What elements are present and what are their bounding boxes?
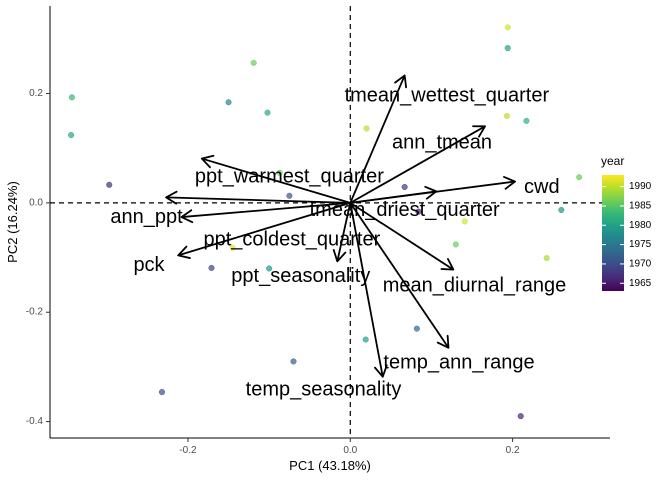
y-tick-label: 0.0 [29, 197, 43, 208]
loading-arrow-tmean-wettest-quarter [349, 74, 408, 204]
loading-arrow-shaft [349, 125, 486, 204]
loading-arrow-shaft [201, 157, 351, 204]
x-tick-label: 0.0 [343, 445, 357, 456]
data-point [401, 183, 408, 191]
x-axis-title: PC1 (43.18%) [289, 458, 371, 473]
loading-label-pck: pck [133, 254, 165, 276]
loading-label-ppt-warmest-quarter: ppt_warmest_quarter [195, 166, 384, 188]
loading-label-ppt-coldest-quarter: ppt_coldest_quarter [203, 228, 380, 250]
loading-label-ppt-seasonality: ppt_seasonality [231, 265, 370, 287]
loading-label-cwd: cwd [524, 176, 560, 198]
x-tick-label: -0.2 [179, 445, 197, 456]
loading-arrow-shaft [177, 201, 351, 257]
data-point [461, 218, 468, 225]
data-point [517, 413, 524, 420]
data-point [229, 244, 236, 251]
colorbar [602, 175, 624, 291]
loading-label-ann-ppt: ann_ppt [110, 206, 183, 228]
data-point [523, 117, 530, 124]
data-point [413, 325, 420, 332]
loading-arrow-shaft [349, 202, 450, 349]
legend-break-label: 1980 [629, 220, 652, 231]
y-axis-title: PC2 (16.24%) [5, 181, 20, 263]
loading-arrow-pck [177, 201, 351, 259]
loading-arrow-head [394, 74, 408, 89]
data-point [208, 264, 215, 271]
loading-arrow-shaft [166, 196, 351, 204]
data-point [290, 358, 297, 365]
data-point [504, 24, 511, 31]
loading-arrow-head [165, 190, 178, 205]
legend-title: year [601, 154, 624, 168]
loading-arrow-head [472, 125, 486, 138]
data-point [362, 336, 369, 343]
data-point [363, 125, 370, 132]
loading-arrow-temp-ann-range [349, 202, 450, 349]
loading-arrow-ppt-coldest-quarter [180, 201, 351, 224]
data-point [68, 94, 75, 101]
loading-label-tmean-driest-quarter: tmean_driest_quarter [310, 199, 500, 221]
data-point [225, 99, 232, 106]
data-point [576, 174, 583, 181]
data-point [452, 241, 459, 248]
data-point [543, 255, 550, 262]
loading-arrow-ppt-seasonality [332, 202, 352, 263]
loading-label-temp-seasonality: temp_seasonality [246, 378, 402, 400]
loading-arrow-shaft [181, 201, 351, 218]
legend-break-label: 1990 [629, 181, 652, 192]
y-tick-label: -0.4 [26, 416, 44, 427]
points-layer [68, 24, 583, 420]
x-tick-label: 0.2 [506, 445, 520, 456]
loading-vectors-layer [165, 74, 516, 378]
loading-arrow-head [374, 364, 388, 378]
loading-arrow-head [177, 245, 191, 259]
data-point [504, 45, 511, 52]
legend-break-label: 1970 [629, 258, 652, 269]
legend-break-label: 1975 [629, 239, 652, 250]
loading-label-temp-ann-range: temp_ann_range [383, 352, 534, 374]
loading-arrow-temp-seasonality [349, 202, 388, 378]
year-legend: year 1965 1970 1975 1980 1985 1990 [601, 154, 652, 291]
loading-arrow-shaft [350, 190, 437, 204]
axes-layer: -0.2 0.0 0.2 -0.4 -0.2 0.0 0.2 PC1 (43.18%) PC2 … [5, 6, 610, 473]
data-point [503, 112, 510, 119]
y-tick-label: -0.2 [26, 307, 44, 318]
loading-label-tmean-wettest-quarter: tmean_wettest_quarter [345, 85, 550, 107]
loading-arrow-tmean-driest-quarter [350, 185, 438, 204]
data-point [276, 169, 283, 176]
legend-break-label: 1985 [629, 200, 652, 211]
data-point [68, 132, 75, 139]
loading-arrow-shaft [349, 202, 454, 271]
y-tick-label: 0.2 [29, 88, 43, 99]
loading-arrow-ann-tmean [349, 125, 486, 204]
loading-arrow-head [440, 257, 455, 271]
data-point [415, 208, 422, 215]
data-point [286, 192, 293, 199]
data-point [558, 206, 565, 214]
loading-arrow-head [436, 334, 450, 349]
data-point [266, 265, 273, 272]
loading-arrow-head [332, 249, 347, 263]
loading-arrow-head [424, 185, 438, 200]
loading-arrow-shaft [336, 202, 352, 262]
loading-arrow-mean-diurnal-range [349, 202, 455, 271]
loading-arrow-ppt-warmest-quarter [200, 154, 351, 204]
loading-arrow-shaft [349, 202, 384, 377]
data-point [250, 59, 257, 66]
legend-break-label: 1965 [629, 278, 652, 289]
loading-label-ann-tmean: ann_tmean [392, 132, 492, 154]
loading-label-mean-diurnal-range: mean_diurnal_range [383, 274, 566, 296]
loading-arrow-ann-ppt [165, 190, 351, 205]
data-point [158, 389, 166, 396]
loading-arrow-shaft [349, 75, 406, 204]
data-point [106, 181, 113, 188]
loading-arrow-head [180, 209, 194, 224]
loading-arrow-head [200, 154, 215, 169]
data-point [264, 109, 271, 116]
loading-arrow-head [503, 176, 516, 190]
